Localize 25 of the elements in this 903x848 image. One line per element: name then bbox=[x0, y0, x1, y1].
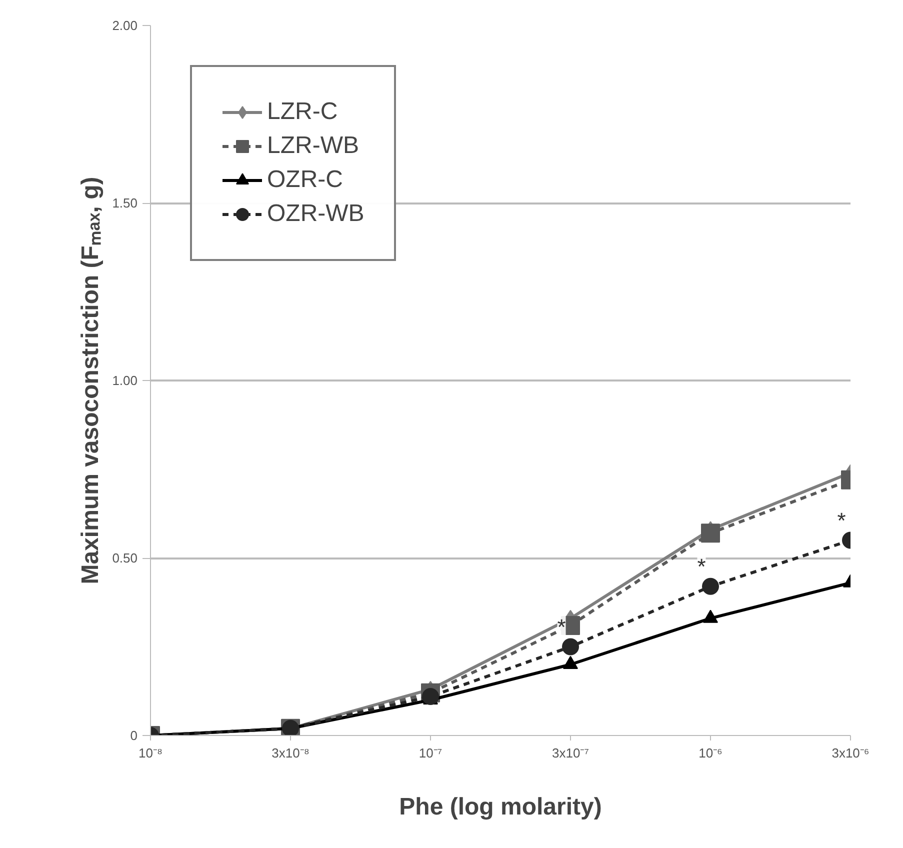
y-tick-label: 0.50 bbox=[112, 550, 138, 566]
annotation: * bbox=[837, 508, 846, 533]
legend-label: OZR-C bbox=[267, 166, 343, 194]
legend-label: LZR-WB bbox=[267, 132, 359, 160]
x-tick-label: 3x10⁻⁷ bbox=[552, 746, 590, 760]
point bbox=[562, 638, 579, 656]
legend-label: LZR-C bbox=[267, 98, 338, 126]
legend-label: OZR-WB bbox=[267, 200, 364, 228]
annotation: * bbox=[697, 554, 706, 579]
point bbox=[422, 688, 439, 705]
x-tick-label: 3x10⁻⁸ bbox=[272, 746, 310, 760]
x-axis-title: Phe (log molarity) bbox=[399, 794, 602, 820]
x-tick-label: 10⁻⁸ bbox=[138, 746, 162, 760]
y-tick-label: 0 bbox=[130, 728, 138, 743]
point bbox=[701, 524, 720, 543]
point bbox=[563, 656, 578, 670]
point bbox=[702, 578, 719, 595]
y-tick-label: 2.00 bbox=[112, 18, 138, 33]
y-tick-label: 1.50 bbox=[112, 196, 138, 210]
x-tick-label: 10⁻⁷ bbox=[418, 746, 442, 760]
x-tick-label: 3x10⁻⁶ bbox=[832, 746, 870, 760]
y-axis-title: Maximum vasoconstriction (Fₘₐₓ, g) bbox=[77, 176, 104, 584]
annotation: * bbox=[557, 614, 566, 640]
x-tick-label: 10⁻⁶ bbox=[698, 746, 722, 760]
y-tick-label: 1.00 bbox=[112, 373, 138, 388]
